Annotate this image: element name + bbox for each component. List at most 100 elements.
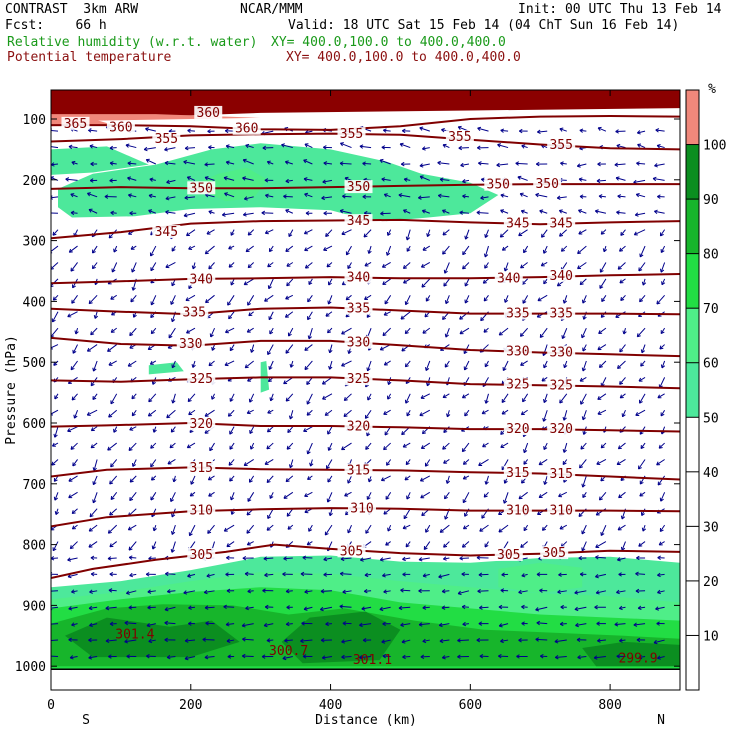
wind-vector	[104, 194, 117, 199]
wind-vector	[484, 360, 489, 368]
wind-vector	[52, 294, 59, 301]
wind-vector	[186, 442, 196, 449]
wind-vector	[398, 605, 411, 611]
wind-vector	[363, 588, 372, 594]
wind-vector	[542, 410, 548, 422]
wind-vector	[109, 475, 118, 485]
wind-vector	[52, 541, 59, 552]
wind-vector	[241, 653, 254, 659]
theta-label: 305	[494, 547, 523, 563]
wind-vector	[520, 409, 528, 416]
wind-vector	[362, 637, 372, 643]
wind-vector	[339, 209, 352, 214]
svg-text:310: 310	[549, 504, 572, 519]
wind-vector	[286, 605, 293, 610]
wind-vector	[520, 262, 528, 269]
wind-vector	[477, 126, 489, 132]
wind-vector	[519, 327, 529, 337]
wind-vector	[618, 605, 626, 611]
wind-vector	[88, 294, 98, 305]
wind-vector	[418, 195, 430, 200]
wind-vector	[109, 178, 117, 183]
wind-vector	[636, 637, 646, 643]
wind-vector	[639, 393, 646, 404]
wind-vector	[660, 409, 666, 417]
wind-vector	[51, 211, 59, 215]
wind-vector	[226, 541, 235, 548]
wind-vector	[522, 393, 529, 403]
wind-vector	[385, 245, 392, 256]
svg-text:305: 305	[190, 548, 213, 563]
wind-vector	[520, 360, 528, 366]
wind-vector	[594, 209, 607, 214]
wind-vector	[226, 638, 235, 644]
wind-vector	[90, 161, 98, 167]
wind-vector	[322, 179, 333, 184]
wind-vector	[204, 654, 215, 660]
wind-vector	[559, 127, 567, 132]
wind-vector	[228, 459, 235, 466]
wind-vector	[164, 637, 176, 643]
wind-vector	[226, 588, 235, 594]
theta-label: 340	[494, 271, 523, 286]
wind-vector	[439, 177, 450, 182]
wind-vector	[164, 147, 176, 152]
wind-vector	[518, 229, 528, 237]
theta-label: 355	[152, 132, 181, 147]
wind-vector	[328, 508, 333, 517]
wind-vector	[383, 409, 391, 415]
wind-vector	[418, 622, 430, 627]
wind-vector	[129, 572, 137, 578]
wind-vector	[150, 475, 157, 481]
wind-vector	[110, 459, 118, 468]
wind-vector	[339, 571, 352, 577]
wind-vector	[539, 327, 548, 338]
theta-label: 350	[344, 180, 373, 195]
rh-bl-90-2	[281, 611, 401, 664]
wind-vector	[342, 589, 352, 594]
wind-vector	[621, 410, 626, 418]
wind-vector	[461, 442, 470, 453]
wind-vector	[442, 209, 450, 214]
theta-label: 320	[187, 417, 216, 432]
wind-vector	[88, 541, 98, 548]
wind-vector	[379, 557, 391, 562]
wind-vector	[165, 262, 176, 269]
wind-vector	[383, 589, 391, 594]
wind-vector	[67, 426, 78, 433]
wind-vector	[166, 179, 176, 185]
theta-label: 335	[180, 305, 209, 320]
wind-vector	[54, 393, 59, 400]
wind-vector	[266, 475, 274, 484]
wind-vector	[131, 262, 137, 273]
wind-vector	[108, 654, 117, 659]
wind-vector	[165, 210, 176, 215]
wind-vector	[661, 278, 666, 286]
wind-vector	[284, 160, 293, 165]
wind-vector	[463, 360, 470, 371]
wind-vector	[264, 572, 274, 578]
wind-vector	[71, 393, 78, 401]
theta-minimum: 301.1	[353, 653, 392, 668]
wind-vector	[598, 327, 607, 335]
wind-vector	[400, 588, 411, 593]
wind-vector	[145, 127, 156, 132]
theta-label: 310	[348, 501, 377, 517]
wind-vector	[385, 492, 392, 500]
wind-vector	[481, 409, 489, 415]
wind-vector	[145, 572, 156, 577]
wind-vector	[539, 654, 548, 659]
wind-vector	[579, 194, 587, 199]
wind-vector	[446, 410, 451, 418]
wind-vector	[501, 409, 509, 415]
wind-vector	[184, 655, 196, 661]
wind-vector	[243, 196, 254, 201]
wind-vector	[442, 143, 450, 149]
wind-vector	[422, 245, 431, 251]
wind-vector	[288, 229, 294, 238]
wind-vector	[438, 622, 450, 628]
wind-vector	[266, 426, 274, 433]
wind-vector	[559, 621, 567, 627]
wind-vector	[347, 524, 352, 534]
wind-vector	[128, 541, 137, 551]
